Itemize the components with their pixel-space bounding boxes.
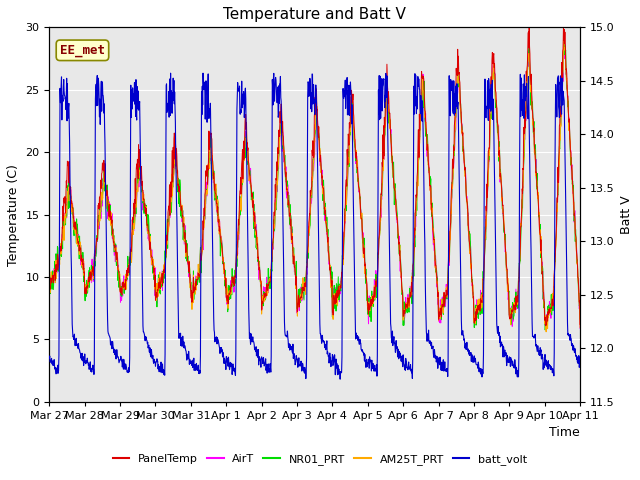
Title: Temperature and Batt V: Temperature and Batt V <box>223 7 406 22</box>
Y-axis label: Temperature (C): Temperature (C) <box>7 164 20 265</box>
Y-axis label: Batt V: Batt V <box>620 195 633 234</box>
Text: EE_met: EE_met <box>60 44 105 57</box>
X-axis label: Time: Time <box>549 426 580 440</box>
Legend: PanelTemp, AirT, NR01_PRT, AM25T_PRT, batt_volt: PanelTemp, AirT, NR01_PRT, AM25T_PRT, ba… <box>108 450 532 469</box>
